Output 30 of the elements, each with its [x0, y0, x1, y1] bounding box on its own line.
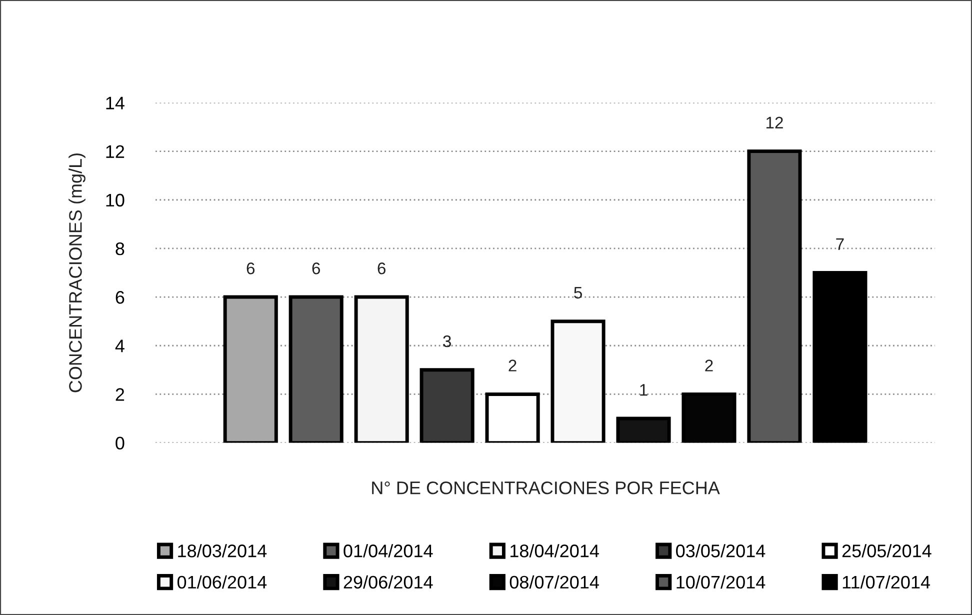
legend-label: 11/07/2014: [842, 575, 930, 589]
legend-label: 03/05/2014: [676, 544, 766, 558]
data-label: 12: [766, 116, 783, 128]
y-tick-label: 8: [116, 242, 124, 256]
data-label: 2: [705, 360, 713, 372]
data-label: 1: [640, 384, 648, 396]
legend-label: 08/07/2014: [510, 575, 599, 589]
y-tick-label: 12: [106, 145, 124, 158]
y-tick-label: 14: [106, 96, 124, 110]
legend-label: 25/05/2014: [842, 544, 932, 558]
data-label: 5: [574, 286, 582, 299]
y-tick-label: 4: [115, 340, 124, 352]
legend-label: 10/07/2014: [676, 575, 766, 589]
legend-label: 01/04/2014: [344, 544, 433, 558]
y-tick-label: 6: [116, 290, 124, 304]
y-tick-label: 10: [106, 194, 124, 207]
data-label: 6: [246, 262, 255, 274]
y-tick-label: 0: [116, 436, 124, 450]
data-label: 2: [508, 360, 516, 372]
legend-label: 18/04/2014: [510, 544, 599, 558]
data-label: 6: [378, 262, 386, 274]
y-axis-title: CONCENTRACIONES (mg/L): [68, 153, 86, 392]
legend-label: 01/06/2014: [177, 575, 267, 589]
y-tick-label: 2: [116, 388, 124, 401]
data-label: 3: [443, 335, 451, 348]
legend-label: 18/03/2014: [178, 544, 267, 558]
legend-label: 29/06/2014: [344, 575, 433, 589]
data-label: 7: [836, 238, 844, 250]
x-axis-title: N° DE CONCENTRACIONES POR FECHA: [372, 481, 720, 494]
data-label: 6: [312, 262, 320, 274]
